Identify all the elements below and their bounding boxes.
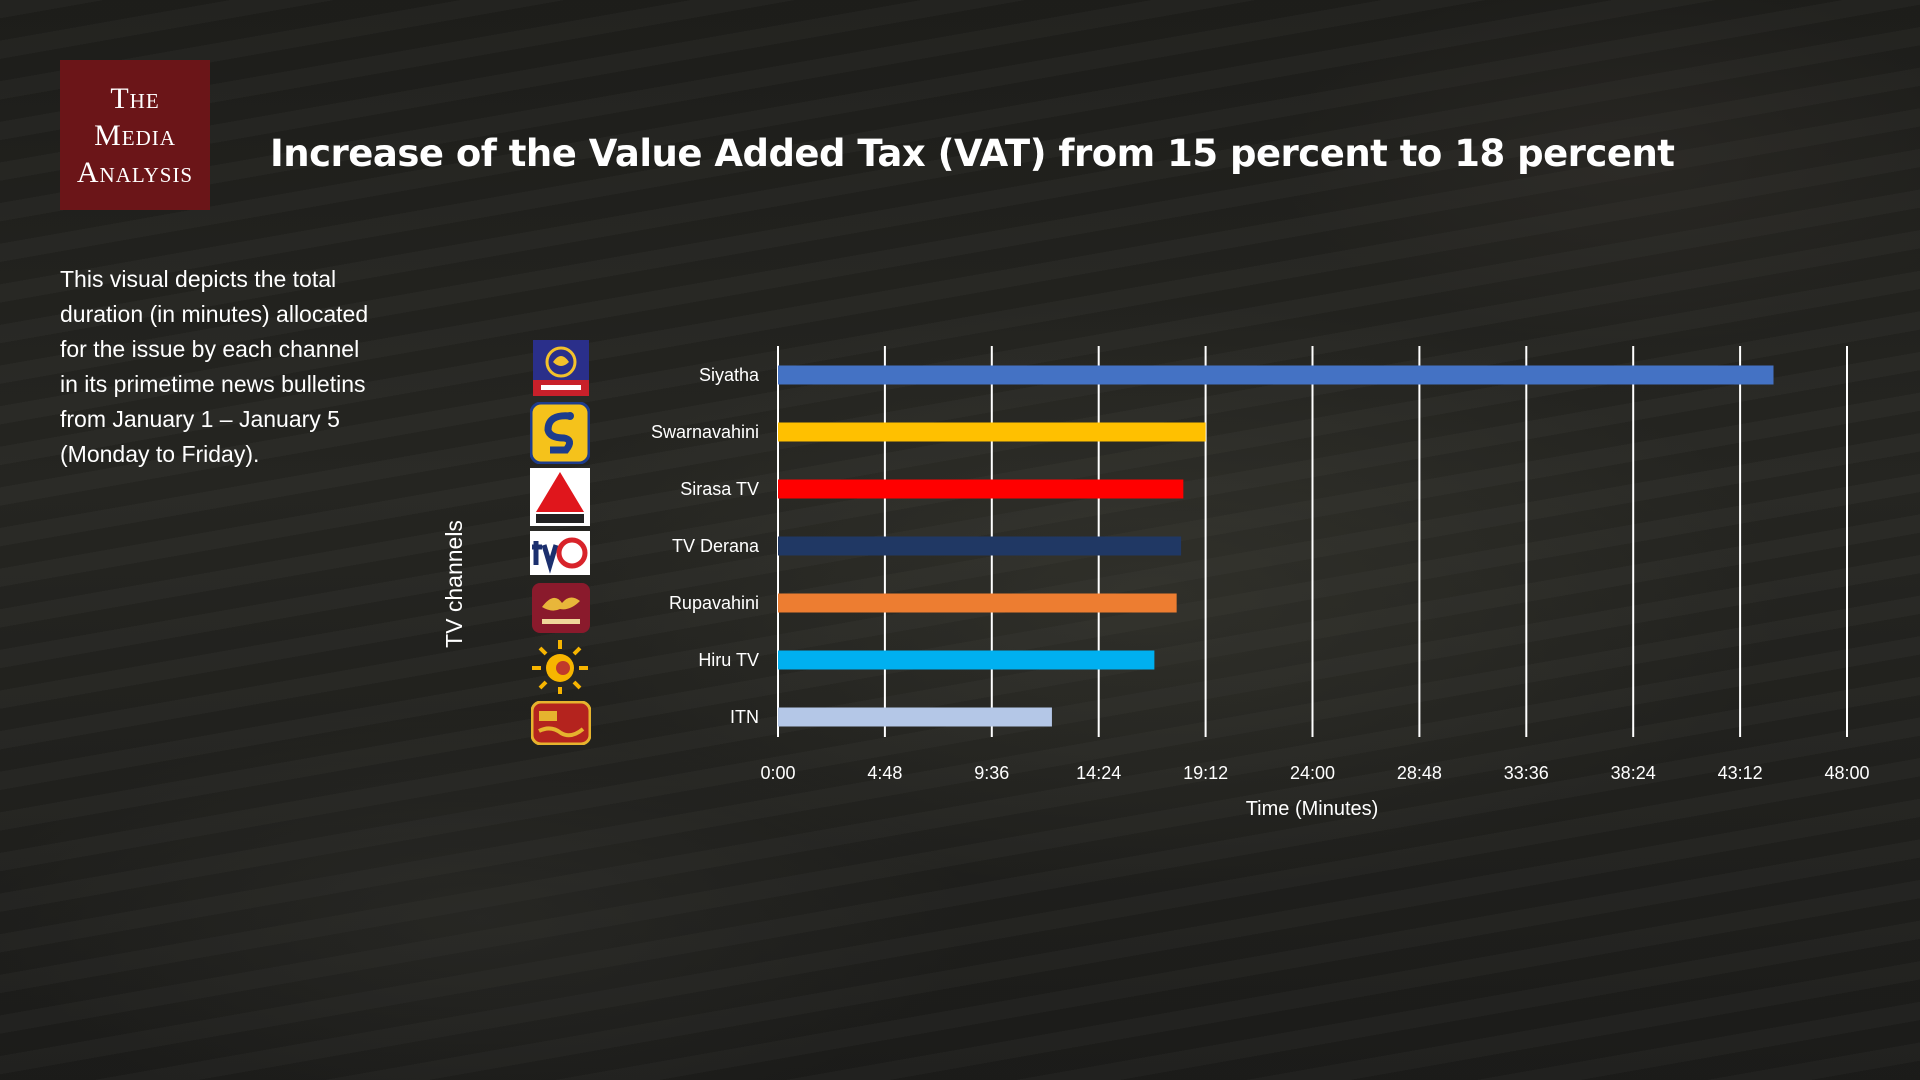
x-tick-label-2: 9:36 [974, 763, 1009, 783]
x-tick-label-9: 43:12 [1718, 763, 1763, 783]
category-label-hiru-tv: Hiru TV [698, 650, 759, 670]
swarnavahini-logo-icon [530, 402, 590, 464]
bar-tv-derana [778, 536, 1182, 556]
category-label-rupavahini: Rupavahini [669, 593, 759, 613]
bar-itn [778, 707, 1052, 727]
bar-swarnavahini [778, 422, 1206, 442]
bar-siyatha [778, 365, 1774, 385]
category-label-itn: ITN [730, 707, 759, 727]
bars [778, 365, 1774, 727]
category-label-tv-derana: TV Derana [672, 536, 760, 556]
x-tick-label-3: 14:24 [1076, 763, 1121, 783]
x-tick-label-5: 24:00 [1290, 763, 1335, 783]
itn-logo-icon [531, 701, 591, 745]
sirasa-tv-logo-icon [530, 468, 590, 526]
x-tick-label-7: 33:36 [1504, 763, 1549, 783]
category-label-swarnavahini: Swarnavahini [651, 422, 759, 442]
logo-line-1: The [110, 81, 160, 115]
category-label-siyatha: Siyatha [699, 365, 760, 385]
x-tick-label-6: 28:48 [1397, 763, 1442, 783]
x-tick-label-8: 38:24 [1611, 763, 1656, 783]
x-axis-title: Time (Minutes) [1246, 798, 1379, 820]
y-axis-title: TV channels [441, 520, 467, 648]
category-label-sirasa-tv: Sirasa TV [680, 479, 759, 499]
page-title: Increase of the Value Added Tax (VAT) fr… [270, 132, 1675, 175]
media-analysis-logo: The Media Analysis [60, 60, 210, 210]
hiru-tv-logo-icon [532, 640, 588, 694]
bar-rupavahini [778, 593, 1177, 613]
tv-derana-logo-icon [530, 531, 590, 575]
logo-line-2: Media [94, 118, 176, 152]
x-tick-label-10: 48:00 [1824, 763, 1869, 783]
bar-hiru-tv [778, 650, 1155, 670]
x-tick-labels: 0:00 4:48 9:36 14:24 19:12 24:00 28:48 33:36 38:… [760, 763, 1869, 783]
chart-description: This visual depicts the total duration (… [60, 266, 369, 467]
rupavahini-logo-icon [532, 583, 590, 633]
bar-sirasa-tv [778, 479, 1184, 499]
logo-line-3: Analysis [76, 155, 194, 189]
x-tick-label-4: 19:12 [1183, 763, 1228, 783]
category-labels: Siyatha Swarnavahini Sirasa TV TV Derana Rup… [651, 365, 760, 727]
x-tick-label-0: 0:00 [760, 763, 795, 783]
siyatha-tv-logo-icon [533, 340, 589, 396]
x-tick-label-1: 4:48 [867, 763, 902, 783]
